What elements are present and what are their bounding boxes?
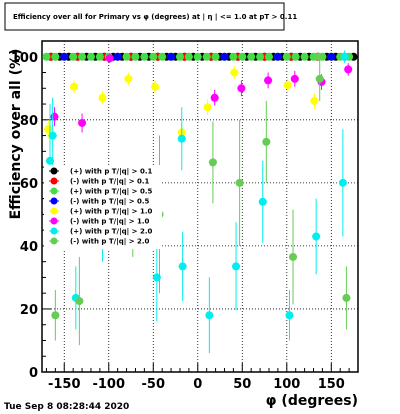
- data-point: [184, 52, 193, 61]
- x-tick-label: -100: [92, 377, 125, 392]
- data-point: [48, 131, 57, 140]
- data-point: [342, 293, 351, 302]
- chart-title: Efficiency over all for Primary vs φ (de…: [13, 13, 297, 22]
- data-point: [113, 52, 122, 61]
- title-box: [4, 2, 285, 31]
- data-point: [151, 82, 160, 91]
- data-point: [283, 81, 292, 90]
- data-point: [312, 232, 321, 241]
- data-point: [264, 76, 273, 85]
- x-tick-label: -50: [142, 377, 166, 392]
- plot-frame: [41, 40, 359, 373]
- data-point: [258, 197, 267, 206]
- data-point: [42, 52, 51, 61]
- data-point: [60, 52, 69, 61]
- data-point: [70, 82, 79, 91]
- x-tick-label: 0: [193, 377, 202, 392]
- legend-label: (-) with p T/|q| > 0.5: [70, 198, 150, 207]
- data-point: [178, 262, 187, 271]
- data-point: [131, 52, 140, 61]
- data-point: [256, 52, 265, 61]
- data-point: [140, 52, 149, 61]
- data-point: [86, 52, 95, 61]
- data-point: [95, 52, 104, 61]
- legend-label: (+) with p T/|q| > 2.0: [70, 228, 153, 237]
- data-point: [210, 93, 219, 102]
- data-point: [235, 178, 244, 187]
- x-tick-label: -150: [48, 377, 81, 392]
- data-point: [338, 178, 347, 187]
- data-point: [51, 52, 60, 61]
- data-point: [202, 52, 211, 61]
- data-point: [105, 54, 114, 63]
- legend: (+) with p T/|q| > 0.1(-) with p T/|q| >…: [49, 167, 153, 247]
- data-point: [220, 52, 229, 61]
- legend-label: (+) with p T/|q| > 0.5: [70, 188, 153, 197]
- y-tick-label: 40: [20, 240, 38, 255]
- data-point: [46, 156, 55, 165]
- data-point: [69, 52, 78, 61]
- data-point: [314, 52, 323, 61]
- data-point: [51, 311, 60, 320]
- data-point: [290, 74, 299, 83]
- data-point: [167, 52, 176, 61]
- data-point: [211, 52, 220, 61]
- y-tick-label: 100: [11, 51, 38, 66]
- legend-label: (+) with p T/|q| > 0.1: [70, 168, 153, 177]
- legend-label: (-) with p T/|q| > 1.0: [70, 218, 150, 227]
- data-point: [175, 52, 184, 61]
- data-point: [124, 74, 133, 83]
- data-point: [340, 52, 349, 61]
- data-point: [177, 134, 186, 143]
- data-point: [232, 262, 241, 271]
- x-tick-label: 100: [273, 377, 300, 392]
- data-point: [152, 273, 161, 282]
- data-point: [230, 68, 239, 77]
- data-point: [75, 297, 84, 306]
- data-point: [282, 52, 291, 61]
- data-point: [50, 112, 59, 121]
- data-point: [344, 65, 353, 74]
- data-point: [238, 52, 247, 61]
- x-axis-label: φ (degrees): [266, 393, 358, 409]
- data-point: [315, 74, 324, 83]
- timestamp: Tue Sep 8 08:28:44 2020: [4, 402, 129, 412]
- data-point: [193, 52, 202, 61]
- y-tick-label: 80: [20, 114, 38, 129]
- data-point: [149, 52, 158, 61]
- x-tick-label: 150: [318, 377, 345, 392]
- data-point: [122, 52, 131, 61]
- data-point: [229, 52, 238, 61]
- data-point: [78, 118, 87, 127]
- data-point: [262, 137, 271, 146]
- data-point: [205, 311, 214, 320]
- y-tick-label: 20: [20, 303, 38, 318]
- data-point: [203, 103, 212, 112]
- data-point: [78, 52, 87, 61]
- legend-label: (-) with p T/|q| > 2.0: [70, 238, 150, 247]
- data-point: [310, 96, 319, 105]
- data-point: [158, 52, 167, 61]
- data-point: [289, 252, 298, 261]
- legend-label: (+) with p T/|q| > 1.0: [70, 208, 153, 217]
- x-tick-label: 50: [233, 377, 251, 392]
- y-axis-label: Efficiency over all (%): [8, 49, 24, 220]
- y-tick-label: 60: [20, 177, 38, 192]
- data-point: [273, 52, 282, 61]
- data-point: [237, 84, 246, 93]
- data-point: [300, 52, 309, 61]
- axis-tick-labels: -150 -100 -50 0 50 100 150 0 20 40 60 80 100: [11, 51, 345, 392]
- data-point: [208, 158, 217, 167]
- y-tick-label: 0: [29, 366, 38, 381]
- legend-box: [44, 165, 162, 249]
- data-point: [98, 93, 107, 102]
- data-point: [327, 52, 336, 61]
- data-point: [285, 311, 294, 320]
- data-point: [247, 52, 256, 61]
- data-point: [291, 52, 300, 61]
- legend-label: (-) with p T/|q| > 0.1: [70, 178, 150, 187]
- data-point: [264, 52, 273, 61]
